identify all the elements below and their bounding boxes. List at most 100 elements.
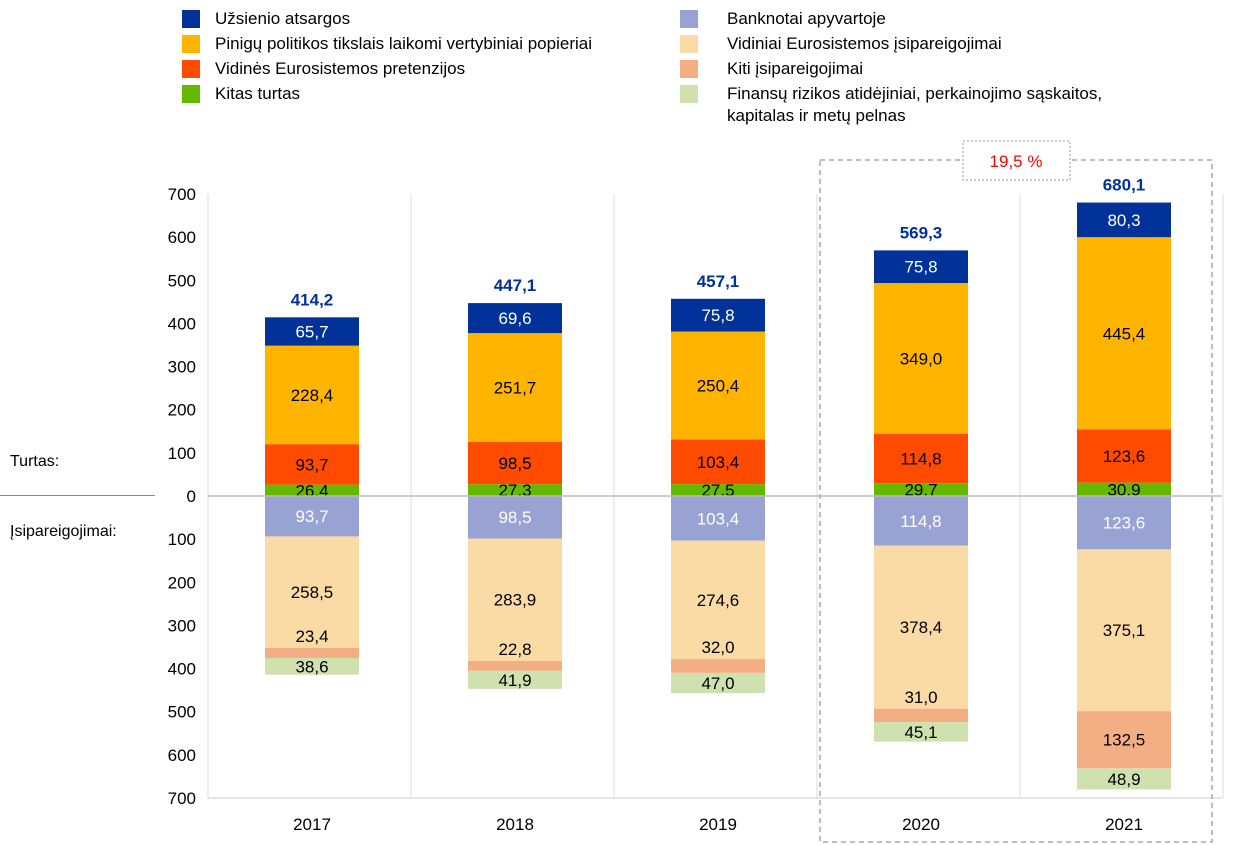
y-tick-label: 500	[168, 271, 196, 290]
legend-item: Vidiniai Eurosistemos įsipareigojimai	[680, 33, 1002, 55]
bar-value-label: 75,8	[701, 306, 734, 325]
bar-value-label: 31,0	[904, 688, 937, 707]
legend-label: Kitas turtas	[215, 84, 301, 103]
bar-segment-liability	[671, 496, 765, 541]
bar-segment-liability	[265, 647, 359, 659]
bar-value-label: 29,7	[904, 481, 937, 500]
bar-segment-asset	[265, 444, 359, 485]
bar-value-label: 375,1	[1103, 621, 1146, 640]
bar-segment-asset	[874, 433, 968, 484]
bar-segment-liability	[671, 540, 765, 660]
bar-segment-asset	[468, 441, 562, 485]
bar-segment-asset	[671, 298, 765, 332]
bar-value-label: 251,7	[494, 378, 537, 397]
bar-value-label: 98,5	[498, 508, 531, 527]
y-tick-label: 100	[168, 530, 196, 549]
bar-value-label: 103,4	[697, 453, 740, 472]
x-tick-label: 2018	[496, 815, 534, 834]
bar-segment-liability	[265, 496, 359, 537]
legend-item: Finansų rizikos atidėjiniai, perkainojim…	[680, 83, 1150, 127]
bar-value-label: 22,8	[498, 640, 531, 659]
bar-value-label: 98,5	[498, 454, 531, 473]
bar-segment-asset	[1077, 202, 1171, 238]
y-tick-label: 500	[168, 703, 196, 722]
bar-segment-asset	[671, 484, 765, 496]
bar-value-label: 45,1	[904, 723, 937, 742]
legend-label: Banknotai apyvartoje	[727, 9, 886, 28]
bar-value-label: 69,6	[498, 309, 531, 328]
liabilities-side-label: Įsipareigojimai:	[10, 523, 117, 540]
legend-label: Kiti įsipareigojimai	[727, 59, 864, 78]
legend-item: Užsienio atsargos	[182, 8, 350, 30]
bar-segment-liability	[874, 496, 968, 546]
bar-segment-liability	[1077, 496, 1171, 550]
y-tick-label: 200	[168, 401, 196, 420]
legend-swatch	[182, 60, 200, 78]
bar-value-label: 38,6	[295, 657, 328, 676]
highlight-box	[819, 159, 1213, 843]
bar-value-label: 123,6	[1103, 514, 1146, 533]
bar-segment-asset	[468, 484, 562, 496]
assets-side-label: Turtas:	[10, 453, 60, 470]
bar-segment-liability	[671, 672, 765, 694]
bar-value-label: 47,0	[701, 674, 734, 693]
bar-value-label: 274,6	[697, 591, 740, 610]
bar-total-label: 457,1	[697, 272, 740, 291]
bar-segment-liability	[1077, 768, 1171, 790]
bar-value-label: 378,4	[900, 618, 943, 637]
x-tick-label: 2020	[902, 815, 940, 834]
bar-total-label: 680,1	[1103, 176, 1146, 195]
bar-segment-asset	[671, 439, 765, 485]
y-tick-label: 0	[187, 487, 196, 506]
bar-value-label: 48,9	[1107, 770, 1140, 789]
bar-segment-liability	[265, 658, 359, 675]
bar-value-label: 123,6	[1103, 447, 1146, 466]
y-tick-label: 700	[168, 789, 196, 808]
bar-segment-asset	[874, 283, 968, 434]
legend-swatch	[182, 85, 200, 103]
bar-value-label: 80,3	[1107, 211, 1140, 230]
bar-segment-asset	[671, 331, 765, 440]
x-tick-label: 2019	[699, 815, 737, 834]
bar-value-label: 283,9	[494, 591, 537, 610]
legend-swatch	[182, 10, 200, 28]
bar-segment-liability	[468, 660, 562, 671]
growth-annotation-box	[962, 140, 1071, 181]
bar-segment-asset	[1077, 429, 1171, 483]
legend-label: Vidiniai Eurosistemos įsipareigojimai	[727, 34, 1002, 53]
bar-value-label: 258,5	[291, 583, 334, 602]
y-tick-label: 300	[168, 358, 196, 377]
bar-value-label: 23,4	[295, 627, 328, 646]
bar-value-label: 250,4	[697, 377, 740, 396]
legend-label: Užsienio atsargos	[215, 9, 351, 28]
bar-segment-asset	[265, 345, 359, 445]
bar-value-label: 445,4	[1103, 324, 1146, 343]
y-tick-label: 400	[168, 660, 196, 679]
bar-segment-liability	[265, 536, 359, 648]
y-tick-label: 600	[168, 228, 196, 247]
legend-item: Vidinės Eurosistemos pretenzijos	[182, 58, 465, 80]
y-tick-label: 300	[168, 616, 196, 635]
bar-value-label: 114,8	[900, 449, 941, 468]
bar-value-label: 30,9	[1107, 480, 1140, 499]
bar-segment-liability	[468, 670, 562, 689]
bar-segment-asset	[468, 333, 562, 442]
bar-segment-liability	[874, 722, 968, 742]
bar-value-label: 32,0	[701, 638, 734, 657]
y-tick-label: 200	[168, 573, 196, 592]
legend-label: Pinigų politikos tikslais laikomi vertyb…	[215, 34, 592, 53]
bar-value-label: 93,7	[295, 455, 328, 474]
bar-segment-liability	[874, 545, 968, 709]
bar-segment-liability	[468, 496, 562, 539]
bar-total-label: 414,2	[291, 290, 334, 309]
bar-segment-liability	[468, 538, 562, 661]
bar-value-label: 75,8	[904, 258, 937, 277]
growth-annotation: 19,5 %	[990, 152, 1043, 171]
y-tick-label: 100	[168, 444, 196, 463]
y-tick-label: 600	[168, 746, 196, 765]
bar-segment-asset	[1077, 482, 1171, 496]
y-tick-label: 400	[168, 314, 196, 333]
bar-segment-liability	[1077, 711, 1171, 769]
